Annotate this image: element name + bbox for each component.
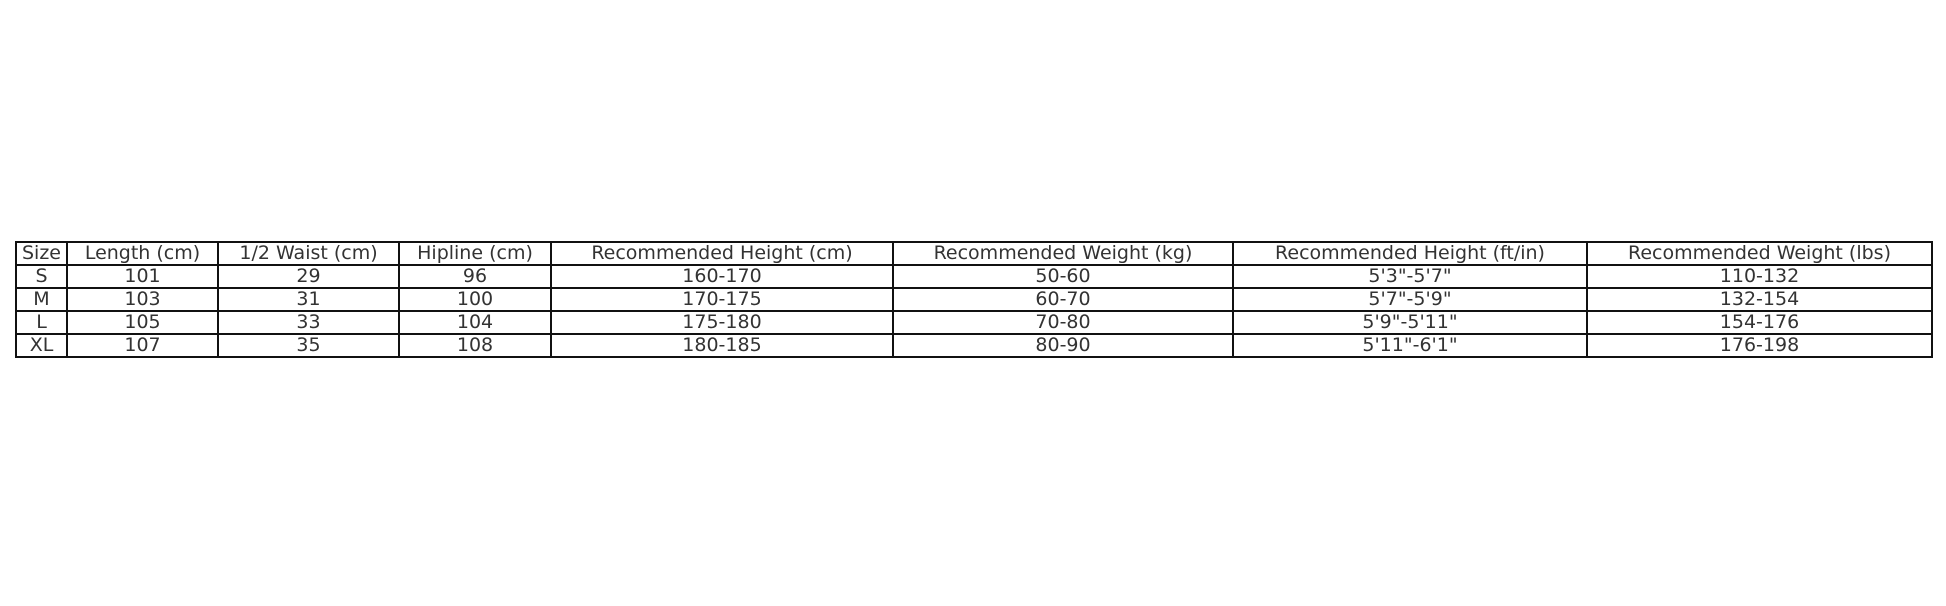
table-cell: 110-132 <box>1586 264 1933 289</box>
table-cell: 160-170 <box>550 264 894 289</box>
table-cell: 29 <box>217 264 400 289</box>
table-row: S 101 29 96 160-170 50-60 5'3"-5'7" 110-132 <box>15 264 1933 289</box>
table-cell: S <box>15 264 68 289</box>
table-cell: 100 <box>398 287 552 312</box>
table-cell: 154-176 <box>1586 310 1933 335</box>
table-cell: 170-175 <box>550 287 894 312</box>
column-header: Recommended Weight (kg) <box>892 241 1234 266</box>
table-cell: 5'7"-5'9" <box>1232 287 1588 312</box>
table-cell: 35 <box>217 333 400 358</box>
table-row: XL 107 35 108 180-185 80-90 5'11"-6'1" 176-198 <box>15 333 1933 358</box>
column-header: Length (cm) <box>66 241 219 266</box>
table-cell: 50-60 <box>892 264 1234 289</box>
table-cell: 105 <box>66 310 219 335</box>
table-cell: 180-185 <box>550 333 894 358</box>
table-cell: 70-80 <box>892 310 1234 335</box>
column-header: Hipline (cm) <box>398 241 552 266</box>
column-header: Recommended Height (cm) <box>550 241 894 266</box>
table-cell: 101 <box>66 264 219 289</box>
column-header: Recommended Height (ft/in) <box>1232 241 1588 266</box>
table-cell: M <box>15 287 68 312</box>
table-cell: L <box>15 310 68 335</box>
table-cell: 33 <box>217 310 400 335</box>
size-chart-table: Size Length (cm) 1/2 Waist (cm) Hipline (cm… <box>15 241 1933 358</box>
column-header: Size <box>15 241 68 266</box>
table-cell: 107 <box>66 333 219 358</box>
header-row: Size Length (cm) 1/2 Waist (cm) Hipline (cm… <box>15 241 1933 266</box>
table-cell: 80-90 <box>892 333 1234 358</box>
table-cell: 103 <box>66 287 219 312</box>
table-cell: 176-198 <box>1586 333 1933 358</box>
table-cell: 31 <box>217 287 400 312</box>
table-cell: 175-180 <box>550 310 894 335</box>
column-header: Recommended Weight (lbs) <box>1586 241 1933 266</box>
table-row: M 103 31 100 170-175 60-70 5'7"-5'9" 132-154 <box>15 287 1933 312</box>
table-cell: 108 <box>398 333 552 358</box>
table-cell: 5'9"-5'11" <box>1232 310 1588 335</box>
table-cell: 5'11"-6'1" <box>1232 333 1588 358</box>
table-cell: 60-70 <box>892 287 1234 312</box>
table-cell: 5'3"-5'7" <box>1232 264 1588 289</box>
table-cell: 132-154 <box>1586 287 1933 312</box>
table-cell: 104 <box>398 310 552 335</box>
table-cell: XL <box>15 333 68 358</box>
table-cell: 96 <box>398 264 552 289</box>
table-row: L 105 33 104 175-180 70-80 5'9"-5'11" 154-176 <box>15 310 1933 335</box>
column-header: 1/2 Waist (cm) <box>217 241 400 266</box>
